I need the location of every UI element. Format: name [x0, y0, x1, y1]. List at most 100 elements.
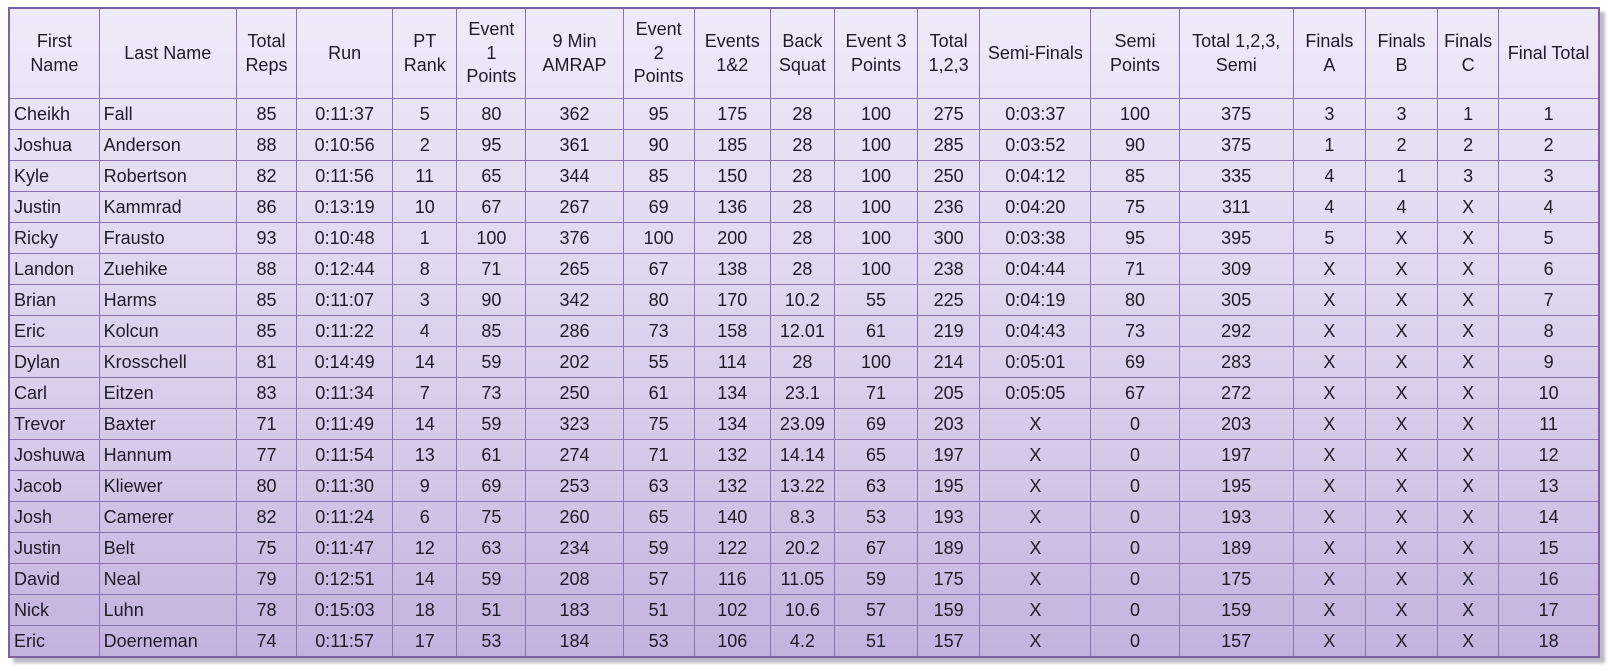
cell-first-name: Cheikh [8, 98, 100, 130]
cell-total-123: 195 [917, 470, 981, 502]
cell-finals-a: X [1292, 315, 1366, 347]
cell-finals-b: X [1364, 253, 1439, 285]
cell-finals-c: X [1437, 594, 1500, 626]
column-header-event-1-points: Event 1 Points [456, 7, 527, 99]
column-header-semi-points: Semi Points [1090, 7, 1180, 99]
column-header-event-2-points: Event 2 Points [622, 7, 695, 99]
cell-event-2-points: 100 [622, 222, 695, 254]
cell-last-name: Hannum [98, 439, 237, 471]
cell-9-min-amrap: 183 [525, 594, 624, 626]
cell-final-total: 2 [1498, 129, 1600, 161]
cell-events-1-2: 116 [693, 563, 771, 595]
cell-first-name: Justin [8, 191, 100, 223]
cell-event-1-points: 95 [456, 129, 527, 161]
cell-back-squat: 28 [769, 222, 835, 254]
cell-9-min-amrap: 208 [525, 563, 624, 595]
cell-run: 0:11:47 [296, 532, 394, 564]
cell-finals-b: X [1364, 594, 1439, 626]
cell-total-reps: 88 [235, 253, 298, 285]
cell-semi-points: 0 [1090, 470, 1180, 502]
cell-total-123-semi: 283 [1178, 346, 1294, 378]
cell-finals-c: X [1437, 284, 1500, 316]
column-header-run: Run [296, 7, 394, 99]
cell-total-123: 205 [917, 377, 981, 409]
cell-event-2-points: 67 [622, 253, 695, 285]
cell-events-1-2: 170 [693, 284, 771, 316]
cell-last-name: Eitzen [98, 377, 237, 409]
table-row: Carl Eitzen 83 0:11:34 7 73 250 61 134 23.1 71 205 0… [8, 377, 1600, 409]
cell-finals-a: X [1292, 346, 1366, 378]
cell-final-total: 15 [1498, 532, 1600, 564]
cell-9-min-amrap: 267 [525, 191, 624, 223]
cell-run: 0:10:56 [296, 129, 394, 161]
cell-finals-a: X [1292, 439, 1366, 471]
cell-last-name: Frausto [98, 222, 237, 254]
cell-run: 0:11:54 [296, 439, 394, 471]
cell-finals-b: X [1364, 625, 1439, 658]
cell-semi-finals: 0:03:38 [979, 222, 1092, 254]
cell-event-1-points: 100 [456, 222, 527, 254]
cell-semi-points: 0 [1090, 439, 1180, 471]
cell-pt-rank: 9 [392, 470, 458, 502]
cell-event-1-points: 65 [456, 160, 527, 192]
table-row: Joshuwa Hannum 77 0:11:54 13 61 274 71 132 14.14 6… [8, 439, 1600, 471]
table-header: First Name Last Name Total Reps Run PT Rank E… [8, 7, 1600, 99]
cell-finals-c: 3 [1437, 160, 1500, 192]
cell-event-3-points: 100 [833, 346, 919, 378]
cell-back-squat: 28 [769, 160, 835, 192]
cell-total-123-semi: 157 [1178, 625, 1294, 658]
table-row: Trevor Baxter 71 0:11:49 14 59 323 75 134 23.09 69… [8, 408, 1600, 440]
cell-back-squat: 14.14 [769, 439, 835, 471]
cell-event-1-points: 75 [456, 501, 527, 533]
cell-event-3-points: 55 [833, 284, 919, 316]
cell-final-total: 14 [1498, 501, 1600, 533]
cell-event-2-points: 80 [622, 284, 695, 316]
cell-first-name: Joshuwa [8, 439, 100, 471]
cell-9-min-amrap: 250 [525, 377, 624, 409]
cell-event-1-points: 85 [456, 315, 527, 347]
cell-event-1-points: 61 [456, 439, 527, 471]
cell-final-total: 10 [1498, 377, 1600, 409]
cell-total-123: 175 [917, 563, 981, 595]
cell-finals-c: X [1437, 408, 1500, 440]
cell-last-name: Kliewer [98, 470, 237, 502]
cell-total-reps: 75 [235, 532, 298, 564]
cell-finals-b: 1 [1364, 160, 1439, 192]
cell-event-2-points: 85 [622, 160, 695, 192]
cell-finals-b: X [1364, 284, 1439, 316]
cell-last-name: Zuehike [98, 253, 237, 285]
cell-event-1-points: 80 [456, 98, 527, 130]
cell-semi-finals: X [979, 532, 1092, 564]
cell-9-min-amrap: 274 [525, 439, 624, 471]
cell-semi-points: 0 [1090, 563, 1180, 595]
cell-event-3-points: 65 [833, 439, 919, 471]
cell-finals-a: X [1292, 563, 1366, 595]
cell-first-name: Dylan [8, 346, 100, 378]
cell-semi-finals: X [979, 501, 1092, 533]
cell-first-name: Eric [8, 625, 100, 658]
cell-total-reps: 80 [235, 470, 298, 502]
table-row: Jacob Kliewer 80 0:11:30 9 69 253 63 132 13.22 63 1… [8, 470, 1600, 502]
cell-run: 0:11:37 [296, 98, 394, 130]
table-row: Dylan Krosschell 81 0:14:49 14 59 202 55 114 28 10… [8, 346, 1600, 378]
cell-back-squat: 23.09 [769, 408, 835, 440]
cell-total-reps: 83 [235, 377, 298, 409]
column-header-last-name: Last Name [98, 7, 237, 99]
cell-finals-a: 4 [1292, 160, 1366, 192]
cell-events-1-2: 134 [693, 408, 771, 440]
cell-run: 0:11:22 [296, 315, 394, 347]
cell-total-123-semi: 175 [1178, 563, 1294, 595]
cell-pt-rank: 14 [392, 563, 458, 595]
cell-9-min-amrap: 184 [525, 625, 624, 658]
cell-finals-b: X [1364, 439, 1439, 471]
cell-semi-finals: 0:04:12 [979, 160, 1092, 192]
cell-total-123: 189 [917, 532, 981, 564]
column-header-finals-a: Finals A [1292, 7, 1366, 99]
cell-9-min-amrap: 202 [525, 346, 624, 378]
cell-total-123: 203 [917, 408, 981, 440]
cell-finals-a: X [1292, 501, 1366, 533]
cell-events-1-2: 150 [693, 160, 771, 192]
column-header-final-total: Final Total [1498, 7, 1600, 99]
cell-finals-a: X [1292, 408, 1366, 440]
cell-total-reps: 77 [235, 439, 298, 471]
